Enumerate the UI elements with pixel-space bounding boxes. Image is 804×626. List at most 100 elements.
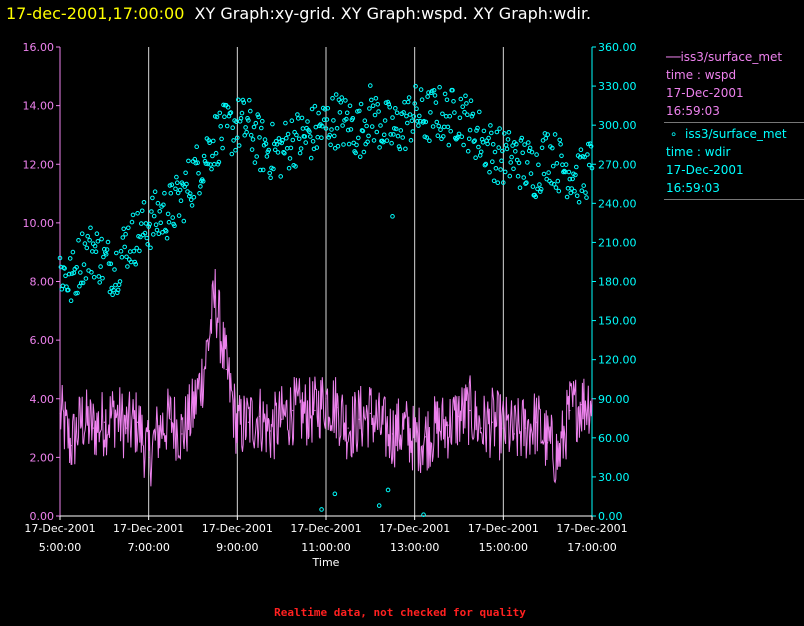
wspd-point [70,445,72,447]
wdir-point [319,135,324,140]
wdir-point [213,150,219,156]
wdir-point [247,97,252,103]
wdir-point [406,95,412,100]
wdir-point [249,147,255,152]
wdir-point [483,161,489,167]
wdir-point [61,265,67,270]
wdir-point [460,104,466,109]
wdir-point [93,249,99,254]
wdir-point [331,118,336,123]
wdir-point [267,170,273,176]
wspd-point [203,368,205,371]
wdir-point [585,152,590,157]
wdir-point [467,127,473,133]
wdir-point [209,166,214,172]
wdir-point [217,110,223,116]
wdir-point [333,92,339,97]
wdir-point [307,129,312,135]
wspd-point [103,421,105,423]
wdir-point [497,126,502,131]
wdir-point [588,143,594,149]
wdir-point [415,119,420,124]
wdir-point [499,158,504,164]
wdir-outlier-point [385,487,391,493]
wdir-point [119,254,125,260]
wdir-point [327,132,333,138]
wdir-point [162,190,167,196]
wdir-point [545,132,551,137]
wdir-point [219,136,224,142]
wdir-point [391,132,396,137]
wdir-point [562,168,567,174]
wdir-point [554,161,560,166]
right-y-tick-label: 210.00 [598,236,637,249]
wdir-point [382,118,388,123]
wdir-point [504,146,510,152]
wdir-point [303,140,309,145]
wdir-point [395,133,401,139]
wdir-point [493,166,499,171]
wdir-point [216,159,222,165]
legend-wspd-variable: time : wspd [666,68,737,82]
wdir-point [463,93,468,99]
wdir-point [337,110,343,115]
wdir-point [586,162,592,168]
wdir-point [203,161,209,166]
wdir-point [400,135,406,140]
wdir-point [145,242,150,247]
wdir-point [513,149,518,154]
wdir-point [67,256,73,261]
wdir-point [403,146,408,152]
wdir-point [99,236,104,242]
wdir-point [407,112,413,117]
wspd-point [535,421,538,423]
wdir-point [215,162,221,167]
wdir-point [214,114,220,120]
wdir-point [332,146,338,151]
wdir-point [158,220,163,226]
right-y-tick-label: 360.00 [598,41,637,54]
left-y-tick-label: 6.00 [30,334,55,347]
wdir-point [540,138,546,143]
wdir-point [280,137,285,143]
left-y-tick-label: 0.00 [30,510,55,523]
wdir-point [57,255,63,261]
wdir-point [78,270,83,275]
wdir-point [377,145,382,150]
wdir-point [191,194,197,200]
wdir-point [108,261,114,267]
wspd-point [436,427,438,429]
series-wdir [57,83,595,517]
wdir-point [356,135,361,141]
wdir-point [201,153,207,159]
wdir-point [549,181,554,186]
wdir-point [260,167,266,173]
x-tick-time-label: 13:00:00 [390,541,439,554]
wdir-point [218,124,223,129]
wdir-point [498,167,503,172]
wdir-point [584,195,589,200]
x-tick-time-label: 7:00:00 [127,541,169,554]
wdir-point [438,127,443,132]
wdir-point [220,145,225,151]
wdir-point [139,208,145,214]
wdir-point [522,142,527,147]
wdir-point [389,140,394,146]
wdir-point [398,128,404,133]
wdir-point [105,239,111,245]
right-y-tick-label: 270.00 [598,158,637,171]
wdir-point [113,282,118,288]
wdir-point [63,273,68,279]
wdir-point [561,169,566,175]
wdir-point [551,181,557,187]
wdir-point [408,138,414,143]
wdir-point [478,149,484,155]
wdir-point [393,106,398,111]
wdir-point [293,164,298,169]
wdir-point [259,125,264,131]
x-tick-date-label: 17-Dec-2001 [379,522,450,535]
wspd-point [425,436,427,438]
wdir-point [243,125,248,130]
wdir-point [288,145,294,151]
left-y-tick-label: 14.00 [23,100,55,113]
